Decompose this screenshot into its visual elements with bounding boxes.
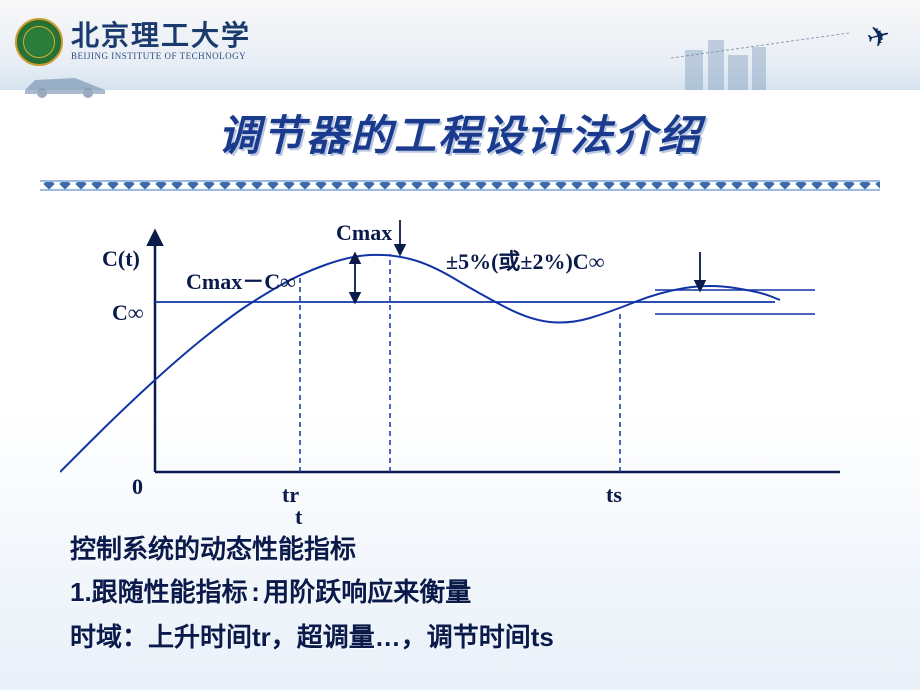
origin-label: 0 — [132, 474, 143, 500]
t-label: t — [295, 504, 302, 530]
car-silhouette — [20, 70, 110, 98]
c-infinity-label: C∞ — [112, 300, 144, 326]
university-logo — [15, 18, 63, 66]
ts-label: ts — [606, 482, 622, 508]
cmax-minus-cinf-label: Cmax－C∞ — [186, 264, 296, 296]
body-text: 控制系统的动态性能指标 1.跟随性能指标:用阶跃响应来衡量 时域：上升时间tr，… — [70, 528, 850, 659]
step-response-chart: 0 C(t) C∞ Cmax－C∞ Cmax ±5%(或±2%)C∞ tr t … — [60, 212, 860, 522]
body-line-1: 控制系统的动态性能指标 — [70, 528, 850, 571]
cmax-label: Cmax — [336, 220, 392, 246]
y-axis-label: C(t) — [102, 248, 140, 270]
body-line-3: 时域：上升时间tr，超调量…，调节时间ts — [70, 616, 850, 659]
university-name-en: BEIJING INSTITUTE OF TECHNOLOGY — [71, 52, 251, 62]
university-name-block: 北京理工大学 BEIJING INSTITUTE OF TECHNOLOGY — [71, 22, 251, 63]
airplane-icon: ✈ — [863, 18, 894, 57]
university-name-cn: 北京理工大学 — [71, 22, 251, 53]
buildings-silhouette — [680, 35, 780, 90]
title-wrap: 调节器的工程设计法介绍 — [0, 102, 920, 163]
tolerance-label: ±5%(或±2%)C∞ — [446, 244, 604, 276]
logo-area: 北京理工大学 BEIJING INSTITUTE OF TECHNOLOGY — [15, 18, 251, 66]
body-line-2-prefix: 1.跟随性能指标 — [70, 577, 248, 607]
body-line-2: 1.跟随性能指标:用阶跃响应来衡量 — [70, 571, 850, 616]
slide-title: 调节器的工程设计法介绍 — [218, 102, 702, 163]
title-divider — [40, 178, 880, 192]
body-line-2-suffix: :用阶跃响应来衡量 — [248, 579, 472, 609]
slide-header: 北京理工大学 BEIJING INSTITUTE OF TECHNOLOGY ✈ — [0, 0, 920, 90]
